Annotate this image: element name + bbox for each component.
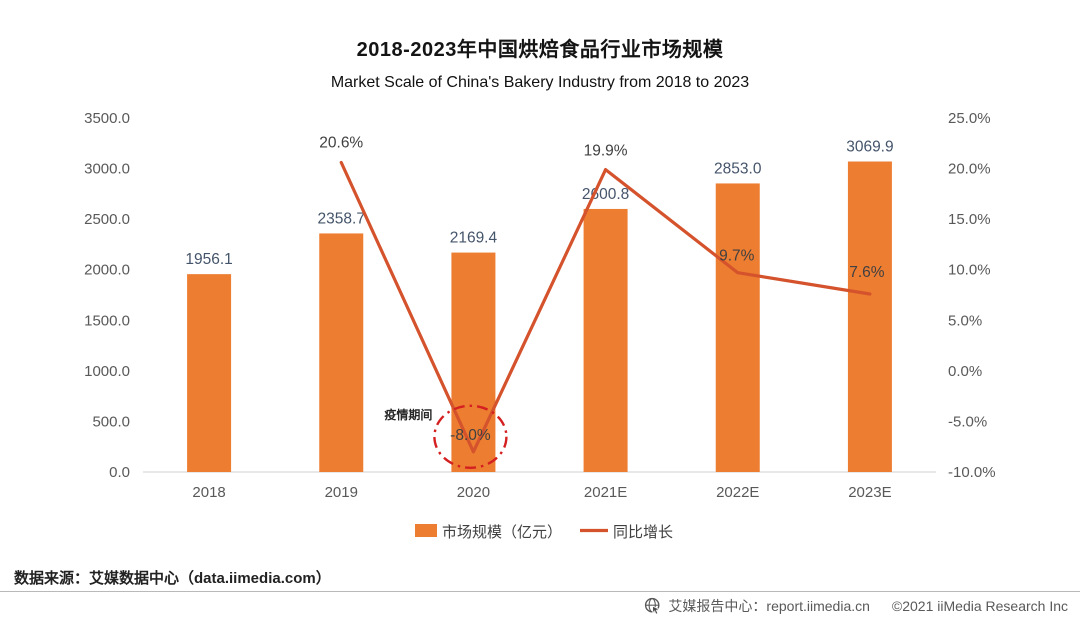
report-center-link[interactable]: 艾媒报告中心：report.iimedia.cn [668,598,870,614]
data-source-note: 数据来源：艾媒数据中心（data.iimedia.com） [14,570,331,587]
x-axis-label: 2022E [716,484,759,501]
legend-bar-label: 市场规模（亿元） [442,524,562,541]
bar-value-label: 2853.0 [714,160,762,177]
bar-value-label: 2600.8 [582,186,629,203]
x-axis-label: 2019 [325,484,358,501]
y-axis-right-tick: 10.0% [948,262,991,279]
growth-value-label: -8.0% [450,427,491,444]
footer-divider [0,591,1080,592]
legend-bar-swatch [415,524,437,537]
y-axis-left-tick: 2500.0 [84,211,130,228]
chart-subtitle: Market Scale of China's Bakery Industry … [330,74,750,91]
growth-value-label: 7.6% [849,264,885,281]
footer-bar: 艾媒报告中心：report.iimedia.cn ©2021 iiMedia R… [644,596,1068,616]
growth-line [339,160,872,454]
y-axis-right-tick: -10.0% [948,464,996,481]
y-axis-right-tick: 20.0% [948,161,991,178]
y-axis-left-tick: 1000.0 [84,363,130,380]
y-axis-left-tick: 3000.0 [84,161,130,178]
growth-value-label: 20.6% [319,135,363,152]
chart-title: 2018-2023年中国烘焙食品行业市场规模 [356,39,724,61]
y-axis-right-tick: 15.0% [948,211,991,228]
bar-2023E [847,161,892,473]
y-axis-right-tick: 0.0% [948,363,982,380]
y-axis-right-tick: -5.0% [948,413,987,430]
y-axis-left-tick: 1500.0 [84,312,130,329]
annotation-ellipse [433,404,508,469]
y-axis-left-tick: 500.0 [92,413,130,430]
bar-2022E [715,183,760,472]
bar-value-label: 2358.7 [318,210,365,227]
growth-value-label: 19.9% [584,143,628,160]
x-axis-label: 2020 [457,484,490,501]
growth-value-label: 9.7% [719,248,755,265]
bar-2020 [451,252,496,472]
bar-value-label: 3069.9 [846,139,893,156]
bar-2019 [319,233,364,472]
y-axis-right-tick: 25.0% [948,110,991,127]
y-axis-left-tick: 2000.0 [84,262,130,279]
bar-2018 [187,274,232,472]
globe-cursor-icon [645,597,661,615]
x-axis-label: 2023E [848,484,891,501]
x-axis-label: 2021E [584,484,627,501]
bar-line-chart: 3500.0 3000.0 2500.0 2000.0 1500.0 1000.0 500.… [84,110,996,541]
x-axis-label: 2018 [192,484,225,501]
y-axis-left-tick: 3500.0 [84,110,130,127]
y-axis-right-tick: 5.0% [948,312,982,329]
legend-line-label: 同比增长 [613,524,673,541]
bar-2021E [583,208,628,472]
annotation-label: 疫情期间 [384,407,432,422]
copyright-text: ©2021 iiMedia Research Inc [891,598,1068,614]
y-axis-left-tick: 0.0 [109,464,130,481]
bar-value-label: 1956.1 [185,251,232,268]
bar-value-label: 2169.4 [450,230,498,247]
